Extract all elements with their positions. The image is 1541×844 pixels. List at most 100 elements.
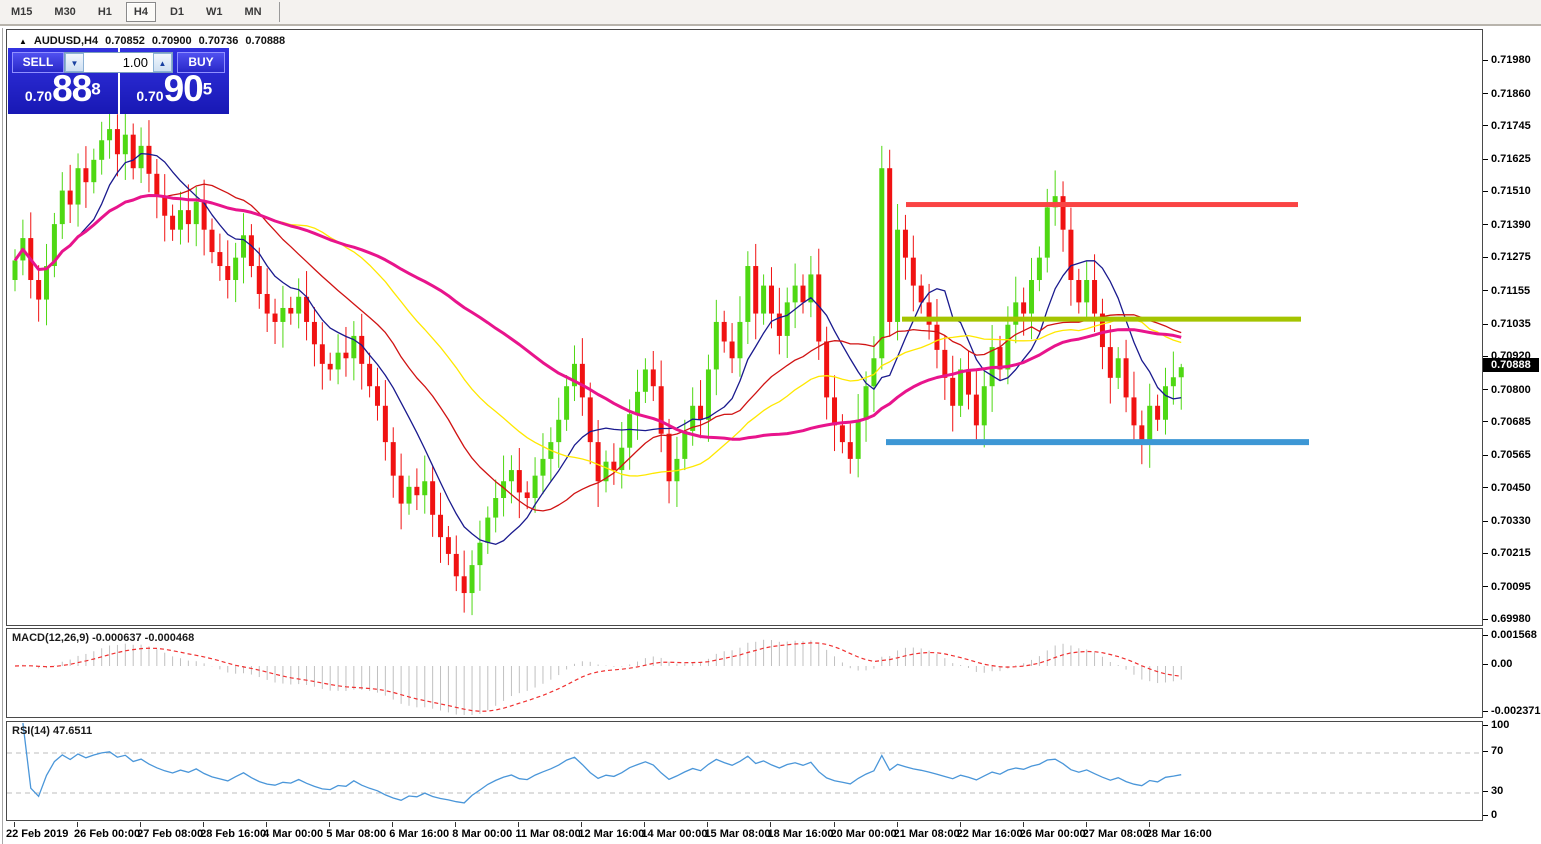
price-tick-label-tick [1483,93,1488,95]
tf-button-h1[interactable]: H1 [97,6,112,18]
collapse-arrow-icon[interactable]: ▲ [19,36,27,46]
time-tick [203,822,205,827]
price-tick-label: 0.71860 [1491,87,1531,100]
time-tick [1148,822,1150,827]
macd-tick-label: 0.001568 [1491,629,1537,641]
price-tick-label-tick [1483,520,1488,522]
volume-decrease-button[interactable]: ▼ [65,53,84,72]
rsi-tick-label: 100 [1491,719,1510,731]
time-tick [77,822,79,827]
price-tick-label: 0.71625 [1491,153,1531,166]
chart-title: ▲ AUDUSD,H4 0.70852 0.70900 0.70736 0.70… [19,35,285,47]
price-tick-label: 0.71390 [1491,218,1531,231]
time-tick [14,822,15,827]
macd-tick-label: -0.002371 [1491,705,1541,717]
price-tick-label-tick [1483,256,1488,258]
macd-tick-label-tick [1483,634,1488,636]
rsi-tick-label: 70 [1491,745,1504,757]
time-tick-label: 27 Feb 08:00 [137,828,204,840]
time-tick-label: 6 Mar 16:00 [389,828,450,840]
tf-button-m15[interactable]: M15 [11,6,33,18]
time-tick [959,822,961,827]
time-tick [266,822,268,827]
time-axis[interactable]: 22 Feb 2019 26 Feb 00:00 27 Feb 08:00 28 Fe… [6,822,1541,844]
volume-input[interactable]: 1.00 [84,53,153,72]
time-tick [833,822,835,827]
rsi-tick-label-tick [1483,750,1488,752]
price-chart-panel[interactable]: ▲ AUDUSD,H4 0.70852 0.70900 0.70736 0.70… [6,29,1483,626]
rsi-tick-label-tick [1483,724,1488,726]
price-tick-label-tick [1483,389,1488,391]
volume-increase-button[interactable]: ▲ [153,53,172,72]
time-tick [1022,822,1024,827]
price-tick-label-tick [1483,552,1488,554]
rsi-tick-label: 30 [1491,785,1504,797]
time-tick-label: 15 Mar 08:00 [704,828,771,840]
time-tick-label: 14 Mar 00:00 [641,828,708,840]
rsi-label: RSI(14) 47.6511 [12,725,93,737]
time-tick [392,822,394,827]
time-tick-label: 8 Mar 00:00 [452,828,513,840]
timeframe-toolbar: M15 M30 H1 H4 D1 W1 MN [0,0,1541,26]
buy-price-sup: 5 [202,79,213,99]
price-tick-label-tick [1483,158,1488,160]
sell-button[interactable]: SELL [12,52,64,73]
price-axis[interactable]: 0.71980 0.71860 0.71745 0.71625 0.71510 0.713… [1483,29,1541,821]
sell-price-prefix: 0.70 [24,88,53,104]
rsi-indicator-panel[interactable]: RSI(14) 47.6511 [6,721,1483,821]
macd-indicator-panel[interactable]: MACD(12,26,9) -0.000637 -0.000468 [6,628,1483,718]
time-tick-label: 26 Feb 00:00 [74,828,141,840]
sell-price: 0.70888 [8,68,118,110]
time-tick-label: 28 Feb 16:00 [200,828,267,840]
time-tick-label: 26 Mar 00:00 [1019,828,1086,840]
rsi-tick-label: 0 [1491,809,1498,821]
volume-control: ▼ 1.00 ▲ [64,52,173,73]
price-tick-label-tick [1483,125,1488,127]
buy-price-big: 90 [163,68,204,109]
time-tick-label: 28 Mar 16:00 [1145,828,1212,840]
sell-price-sup: 8 [91,79,101,99]
tf-button-m30[interactable]: M30 [54,6,76,18]
price-tick-label-tick [1483,421,1488,423]
price-tick-label: 0.70330 [1491,515,1531,528]
time-tick-label: 4 Mar 00:00 [263,828,324,840]
symbol-period-label: AUDUSD,H4 [33,35,99,47]
rsi-tick-label-tick [1483,790,1488,792]
tf-button-mn[interactable]: MN [244,6,262,18]
time-tick-label: 22 Mar 16:00 [956,828,1023,840]
price-tick-label: 0.70800 [1491,383,1531,396]
chart-window: ▲ AUDUSD,H4 0.70852 0.70900 0.70736 0.70… [0,28,1541,844]
time-tick-label: 20 Mar 00:00 [830,828,897,840]
time-tick [644,822,646,827]
price-tick-label: 0.71035 [1491,318,1531,331]
price-tick-label-tick [1483,190,1488,192]
tf-button-d1[interactable]: D1 [169,6,184,18]
macd-tick-label-tick [1483,663,1488,665]
toolbar-separator [278,2,280,22]
rsi-tick-label-tick [1483,814,1488,816]
buy-price-prefix: 0.70 [136,88,164,104]
sell-price-big: 88 [52,68,92,109]
candlestick-chart[interactable] [7,30,1482,625]
price-tick-label-tick [1483,454,1488,456]
tf-button-w1[interactable]: W1 [206,6,223,18]
price-tick-label: 0.71510 [1491,185,1531,198]
time-tick [140,822,142,827]
time-tick [707,822,709,827]
price-tick-label: 0.71155 [1491,284,1531,297]
macd-tick-label: 0.00 [1491,658,1513,670]
macd-tick-label-tick [1483,710,1488,712]
time-tick [518,822,520,827]
buy-button[interactable]: BUY [177,52,225,73]
tf-button-h4[interactable]: H4 [125,2,156,22]
rsi-chart [7,722,1482,804]
time-tick [329,822,331,827]
ohlc-close: 0.70888 [245,35,286,47]
macd-label: MACD(12,26,9) -0.000637 -0.000468 [12,632,195,644]
time-tick [896,822,898,827]
price-tick-label: 0.70685 [1491,415,1531,428]
time-tick [770,822,772,827]
window-left-border [2,28,3,844]
time-tick-label: 5 Mar 08:00 [326,828,387,840]
price-tick-label-tick [1483,290,1488,292]
